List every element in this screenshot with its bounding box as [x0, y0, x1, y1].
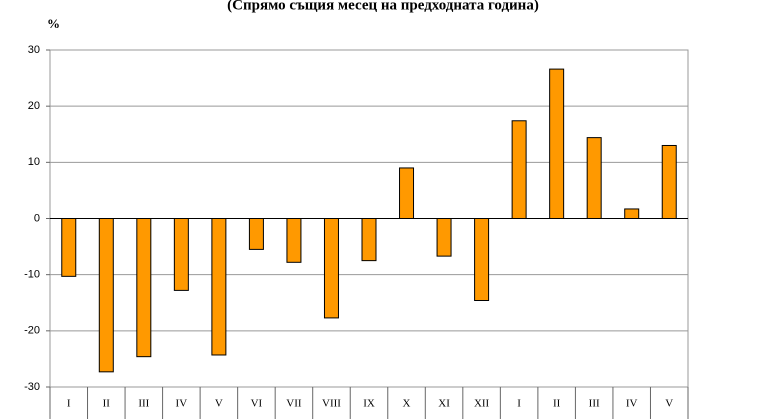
- y-tick-label: -20: [24, 325, 40, 337]
- x-tick-label: XI: [438, 398, 450, 410]
- x-tick-label: III: [589, 398, 600, 410]
- y-tick-label: -30: [24, 381, 40, 393]
- y-tick-label: 10: [28, 156, 40, 168]
- x-tick-label: XII: [474, 398, 490, 410]
- bar: [98, 218, 114, 373]
- bar: [586, 137, 602, 219]
- x-tick-label: I: [67, 398, 71, 410]
- bar: [136, 218, 152, 358]
- bar: [511, 120, 527, 219]
- bar: [361, 218, 377, 262]
- x-tick-label: II: [103, 398, 111, 410]
- bar: [549, 68, 565, 219]
- x-tick-label: V: [215, 398, 223, 410]
- bar: [661, 144, 677, 220]
- bar: [399, 167, 415, 219]
- y-tick-label: 20: [28, 100, 40, 112]
- y-tick-label: 30: [28, 44, 40, 56]
- chart-title: (Спрямо същия месец на предходната годин…: [227, 0, 539, 13]
- y-tick-label: -10: [24, 269, 40, 281]
- bar: [286, 218, 302, 263]
- x-tick-label: I: [517, 398, 521, 410]
- bar: [61, 218, 77, 277]
- bar: [173, 218, 189, 291]
- unit-label: %: [47, 16, 60, 31]
- bar: [474, 218, 490, 302]
- x-tick-label: V: [665, 398, 673, 410]
- bar: [436, 218, 452, 257]
- x-tick-label: IV: [626, 398, 638, 410]
- x-tick-label: VI: [251, 398, 263, 410]
- x-tick-label: VII: [286, 398, 302, 410]
- x-tick-label: X: [403, 398, 411, 410]
- x-tick-label: III: [138, 398, 149, 410]
- bar: [624, 208, 640, 219]
- y-tick-label: 0: [34, 212, 40, 224]
- x-tick-label: IV: [176, 398, 188, 410]
- bar: [323, 218, 339, 319]
- bar: [248, 218, 264, 250]
- x-tick-label: VIII: [322, 398, 341, 410]
- x-tick-label: IX: [363, 398, 375, 410]
- x-tick-label: II: [553, 398, 561, 410]
- bar: [211, 218, 227, 356]
